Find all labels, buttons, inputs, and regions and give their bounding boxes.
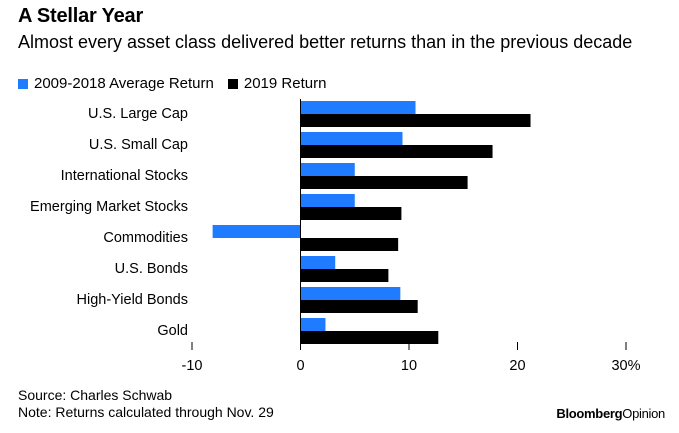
legend-swatch-2019 [227,78,238,89]
bar-avg-3 [300,194,355,207]
legend-swatch-avg [18,78,28,89]
legend-item-2019: 2019 Return [227,75,327,92]
chart-title: A Stellar Year [18,5,144,27]
category-label-3: Emerging Market Stocks [30,199,188,215]
legend-label-2019: 2019 Return [243,75,327,92]
bar-2019-4 [300,238,399,251]
brand-logo: BloombergOpinion [556,406,665,421]
bar-2019-7 [300,331,439,344]
bar-avg-1 [300,132,403,145]
category-label-4: Commodities [103,230,188,246]
x-tick-label-1: 0 [296,358,304,374]
brand-bold: Bloomberg [556,406,623,421]
legend: 2009-2018 Average Return 2019 Return [18,75,340,92]
bar-2019-3 [300,207,402,220]
bar-avg-2 [300,163,355,176]
x-tick-label-4: 30% [611,358,640,374]
category-label-6: High-Yield Bonds [77,292,189,308]
bar-2019-0 [300,114,531,127]
source-note: Source: Charles Schwab [18,387,173,403]
bar-2019-5 [300,269,389,282]
category-label-0: U.S. Large Cap [88,106,188,122]
bar-avg-5 [300,256,336,269]
category-label-1: U.S. Small Cap [89,137,188,153]
bar-avg-7 [300,318,326,331]
bar-2019-1 [300,145,493,158]
bar-2019-2 [300,176,468,189]
category-label-5: U.S. Bonds [115,261,188,277]
brand-light: Opinion [622,406,665,421]
legend-label-avg: 2009-2018 Average Return [34,75,214,92]
chart-subtitle: Almost every asset class delivered bette… [18,32,633,52]
bar-avg-6 [300,287,401,300]
x-tick-label-2: 10 [401,358,417,374]
bar-2019-6 [300,300,418,313]
bar-avg-0 [300,101,416,114]
bar-avg-4 [212,225,301,238]
legend-item-avg: 2009-2018 Average Return [18,75,214,92]
category-label-7: Gold [157,323,188,339]
x-tick-label-0: -10 [182,358,203,374]
category-label-2: International Stocks [61,168,188,184]
returns-note: Note: Returns calculated through Nov. 29 [18,404,274,420]
x-tick-label-3: 20 [509,358,525,374]
